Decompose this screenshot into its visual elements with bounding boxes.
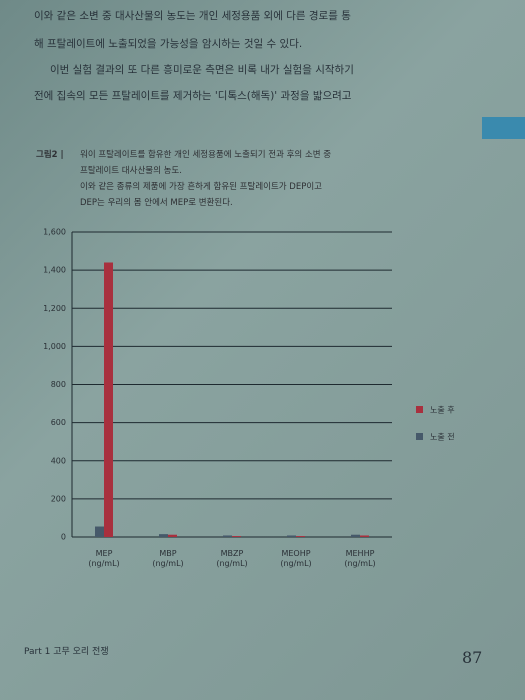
caption: 프탈레이트 대사산물의 농도. (80, 166, 182, 176)
footer: Part 1 고무 오리 전쟁 (24, 647, 109, 657)
x-tick-label: MEHHP (ng/mL) (344, 549, 376, 568)
body-text: 이와 같은 소변 중 대사산물의 농도는 개인 세정용품 외에 다른 경로를 통 (34, 10, 351, 22)
bar (223, 535, 232, 537)
page-number: 87 (462, 648, 483, 667)
caption-label: 그림2 | (36, 150, 64, 160)
legend-label: 노출 후 (430, 405, 455, 415)
x-tick-label: MEP (ng/mL) (88, 549, 120, 568)
x-tick-label: MEOHP (ng/mL) (280, 549, 312, 568)
x-tick-label: MBP (ng/mL) (152, 549, 184, 568)
caption: 이와 같은 종류의 제품에 가장 흔하게 함유된 프탈레이트가 DEP이고 (80, 182, 322, 192)
legend-swatch (416, 406, 423, 413)
bar (287, 535, 296, 537)
y-tick-label: 1,000 (43, 342, 66, 351)
bar (104, 262, 113, 537)
y-tick-label: 600 (51, 418, 66, 427)
bar (232, 536, 241, 537)
y-tick-label: 400 (51, 456, 66, 465)
legend-label: 노출 전 (430, 432, 455, 442)
bar (159, 534, 168, 537)
bar (351, 534, 360, 537)
bar (360, 535, 369, 537)
bar (95, 526, 104, 537)
caption: DEP는 우리의 몸 안에서 MEP로 변환된다. (80, 198, 233, 208)
legend-swatch (416, 433, 423, 440)
y-tick-label: 1,200 (43, 304, 66, 313)
body-text: 이번 실험 결과의 또 다른 흥미로운 측면은 비록 내가 실험을 시작하기 (50, 64, 354, 76)
y-tick-label: 1,600 (43, 228, 66, 237)
caption: 워이 프탈레이트를 함유한 개인 세정용품에 노출되기 전과 후의 소변 중 (80, 150, 332, 160)
body-text: 해 프탈레이트에 노출되었을 가능성을 암시하는 것일 수 있다. (34, 38, 303, 50)
body-text: 전에 집속의 모든 프탈레이트를 제거하는 '디톡스(해독)' 과정을 밟으려고 (34, 90, 352, 102)
y-tick-label: 200 (51, 494, 66, 503)
x-tick-label: MBZP (ng/mL) (216, 549, 248, 568)
y-tick-label: 800 (51, 380, 66, 389)
y-tick-label: 0 (61, 533, 66, 542)
bar (296, 536, 305, 537)
y-tick-label: 1,400 (43, 266, 66, 275)
section-tab (482, 117, 525, 139)
bar (168, 534, 177, 537)
